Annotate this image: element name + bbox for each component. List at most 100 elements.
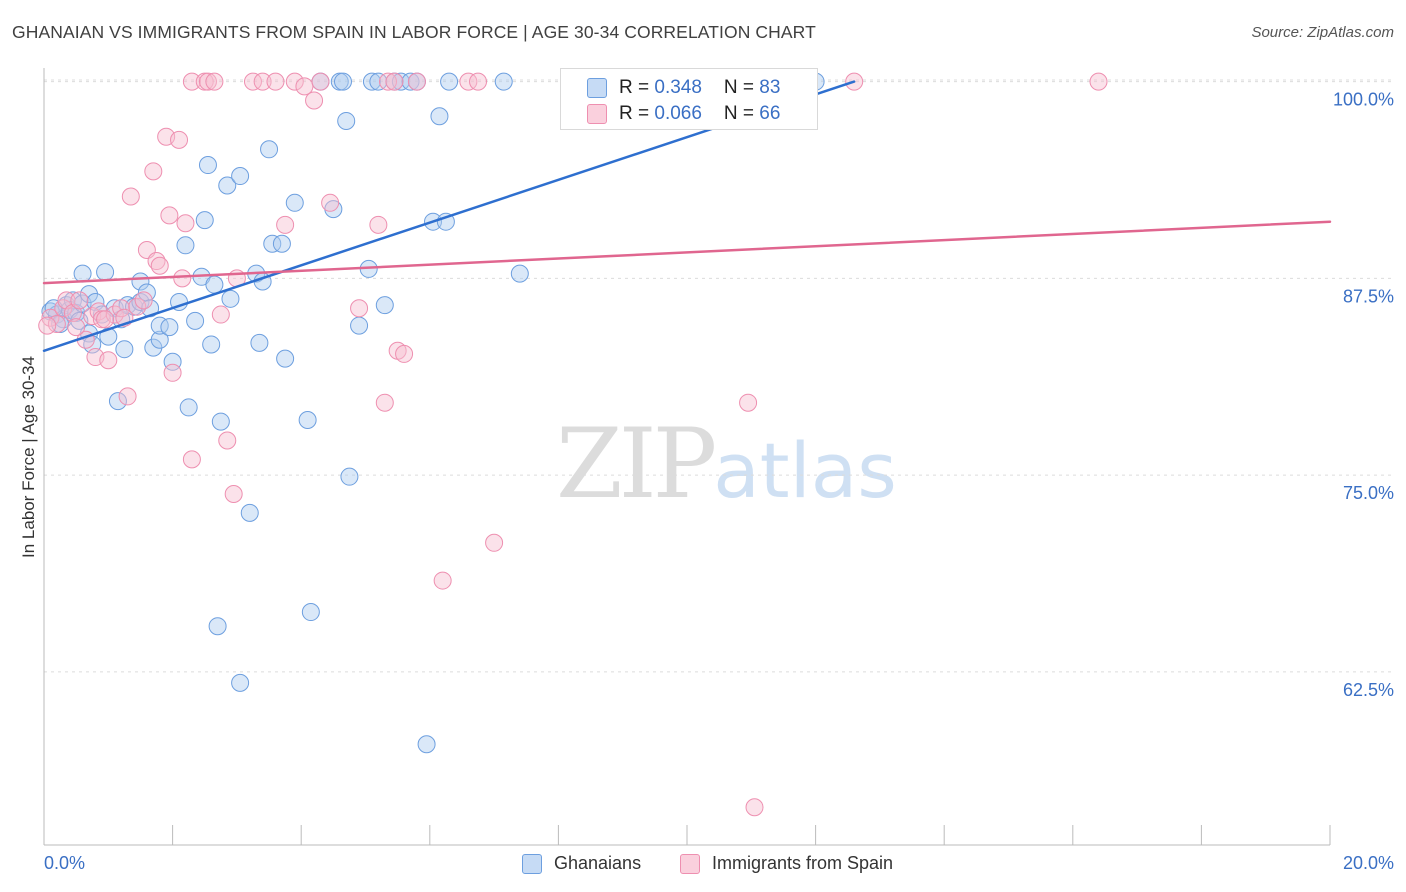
spain-point	[38, 316, 57, 335]
legend-swatch-spain	[587, 104, 607, 124]
ghanaian-point	[285, 193, 304, 212]
spain-points	[38, 72, 1108, 817]
ghanaian-point	[198, 156, 217, 175]
ghanaian-point	[186, 311, 205, 330]
ghanaian-point	[211, 412, 230, 431]
ghanaian-point	[150, 330, 169, 349]
ghanaian-point	[179, 398, 198, 417]
spain-point	[305, 91, 324, 110]
ghanaian-point	[263, 234, 282, 253]
ghanaian-point	[218, 176, 237, 195]
spain-point	[459, 72, 478, 91]
ghanaian-point	[401, 72, 420, 91]
y-tick-label: 62.5%	[1343, 680, 1394, 700]
chart-title: GHANAIAN VS IMMIGRANTS FROM SPAIN IN LAB…	[12, 22, 816, 42]
spain-point	[433, 571, 452, 590]
ghanaians-points	[41, 72, 825, 754]
ghanaian-point	[369, 72, 388, 91]
spain-point	[295, 77, 314, 96]
y-tick-label: 75.0%	[1343, 483, 1394, 503]
ghanaian-point	[350, 316, 369, 335]
spain-point	[70, 291, 89, 310]
legend-r-label: R =	[619, 103, 655, 124]
ghanaian-point	[160, 318, 179, 337]
ghanaian-point	[231, 167, 250, 186]
spain-point	[350, 299, 369, 318]
spain-point	[170, 130, 189, 149]
ghanaian-point	[240, 503, 259, 522]
spain-point	[47, 315, 66, 334]
ghanaian-point	[221, 289, 240, 308]
spain-point	[147, 252, 166, 271]
ghanaian-point	[131, 292, 150, 311]
spain-point	[176, 214, 195, 233]
spain-point	[224, 484, 243, 503]
ghanaian-point	[96, 263, 115, 282]
ghanaian-point	[73, 264, 92, 283]
gridlines	[44, 79, 1394, 673]
spain-point	[160, 206, 179, 225]
ghanaian-point	[375, 296, 394, 315]
ghanaian-point	[298, 411, 317, 430]
spain-point	[276, 215, 295, 234]
spain-point	[395, 344, 414, 363]
legend-r-label: R =	[619, 77, 655, 98]
spain-point	[67, 318, 86, 337]
spain-point	[385, 72, 404, 91]
spain-point	[1089, 72, 1108, 91]
spain-point	[121, 187, 140, 206]
ghanaian-point	[362, 72, 381, 91]
bottom-legend-label: Immigrants from Spain	[712, 853, 894, 873]
spain-point	[321, 193, 340, 212]
legend-n-label: N =	[723, 77, 760, 98]
watermark-zip: ZIP	[556, 408, 717, 520]
spain-point	[99, 351, 118, 370]
legend-n-value: 83	[759, 77, 781, 98]
spain-point	[173, 269, 192, 288]
spain-point	[150, 256, 169, 275]
source-label: Source: ZipAtlas.com	[1251, 24, 1394, 41]
bottom-legend-label: Ghanaians	[554, 853, 642, 873]
ghanaian-point	[301, 603, 320, 622]
legend-r-value: 0.348	[654, 77, 702, 98]
spain-point	[739, 393, 758, 412]
spain-point	[285, 72, 304, 91]
ghanaian-point	[510, 264, 529, 283]
axes	[43, 68, 1331, 846]
ghanaian-point	[195, 211, 214, 230]
x-tick-label: 0.0%	[44, 853, 85, 873]
spain-point	[266, 72, 285, 91]
axis-labels: 100.0% 87.5% 75.0% 62.5% 0.0% 20.0% In Labor F…	[19, 90, 1394, 873]
ghanaian-point	[276, 349, 295, 368]
spain-point	[211, 305, 230, 324]
spain-point	[134, 291, 153, 310]
spain-point	[379, 72, 398, 91]
spain-point	[253, 72, 272, 91]
ghanaian-point	[208, 617, 227, 636]
spain-point	[369, 215, 388, 234]
ghanaian-point	[205, 275, 224, 294]
ghanaian-point	[494, 72, 513, 91]
spain-point	[112, 299, 131, 318]
ghanaian-point	[115, 340, 134, 359]
ghanaian-point	[202, 335, 221, 354]
bottom-legend-swatch-spain	[680, 854, 700, 874]
bottom-legend-swatch-ghanaians	[522, 854, 542, 874]
correlation-legend: R = 0.348 N = 83 R = 0.066 N = 66	[560, 68, 818, 130]
ghanaian-point	[176, 236, 195, 255]
spain-point	[96, 310, 115, 329]
spain-point	[218, 431, 237, 450]
legend-r-value: 0.066	[654, 103, 702, 124]
spain-point	[182, 450, 201, 469]
x-tick-label: 20.0%	[1343, 853, 1394, 873]
y-axis-label: In Labor Force | Age 30-34	[19, 356, 38, 558]
ghanaian-point	[272, 234, 291, 253]
ghanaian-point	[430, 107, 449, 126]
legend-n-value: 66	[759, 103, 781, 124]
ghanaian-point	[440, 72, 459, 91]
ghanaian-point	[337, 111, 356, 130]
spain-point	[311, 72, 330, 91]
spain-trend-line	[42, 220, 1332, 285]
spain-point	[469, 72, 488, 91]
ghanaian-point	[260, 140, 279, 159]
